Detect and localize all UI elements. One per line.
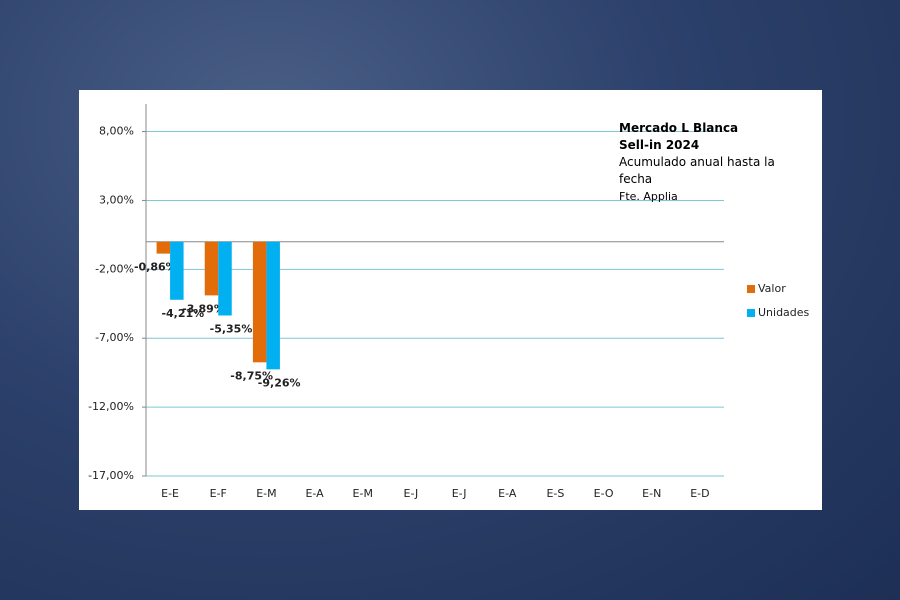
legend-swatch <box>747 309 755 317</box>
y-tick-label: -7,00% <box>95 331 134 344</box>
bar <box>218 241 232 316</box>
legend-swatch <box>747 285 755 293</box>
x-tick-label: E-A <box>305 487 324 500</box>
value-label: -8,75% <box>230 369 273 382</box>
bar <box>156 241 171 254</box>
x-tick-label: E-S <box>546 487 564 500</box>
y-tick-label: 3,00% <box>99 193 134 206</box>
value-label: -3,89% <box>182 302 225 315</box>
x-tick-label: E-D <box>690 487 709 500</box>
x-tick-label: E-J <box>452 487 467 500</box>
value-label: -5,35% <box>210 322 253 335</box>
bar <box>266 241 280 370</box>
annotation: Acumulado anual hasta la fecha <box>619 155 775 186</box>
title-box: Mercado L Blanca Sell-in 2024 Acumulado … <box>619 120 789 205</box>
bar <box>170 241 184 300</box>
legend-label: Unidades <box>758 306 810 319</box>
y-tick-label: -12,00% <box>88 400 134 413</box>
x-tick-label: E-M <box>353 487 373 500</box>
y-tick-label: -17,00% <box>88 469 134 482</box>
annotation: Fte. Applia <box>619 190 678 203</box>
bar <box>252 241 267 363</box>
value-label: -4,21% <box>161 307 204 320</box>
y-tick-label: -2,00% <box>95 262 134 275</box>
x-tick-label: E-M <box>256 487 276 500</box>
x-tick-label: E-J <box>404 487 419 500</box>
chart-title: Mercado L Blanca <box>619 121 739 135</box>
y-tick-label: 8,00% <box>99 125 134 138</box>
x-tick-label: E-N <box>642 487 661 500</box>
x-tick-label: E-O <box>594 487 614 500</box>
x-tick-label: E-E <box>161 487 179 500</box>
x-tick-label: E-F <box>210 487 227 500</box>
value-label: -9,26% <box>258 376 301 389</box>
chart-subtitle: Sell-in 2024 <box>619 138 700 152</box>
value-label: -0,86% <box>134 261 177 274</box>
legend-label: Valor <box>758 282 786 295</box>
bar <box>204 241 219 296</box>
chart: 8,00% 3,00% -2,00% -7,00% -12,00% -17,00% E-E -… <box>88 104 810 500</box>
chart-card: 8,00% 3,00% -2,00% -7,00% -12,00% -17,00% E-E -… <box>79 90 822 510</box>
x-tick-label: E-A <box>498 487 517 500</box>
